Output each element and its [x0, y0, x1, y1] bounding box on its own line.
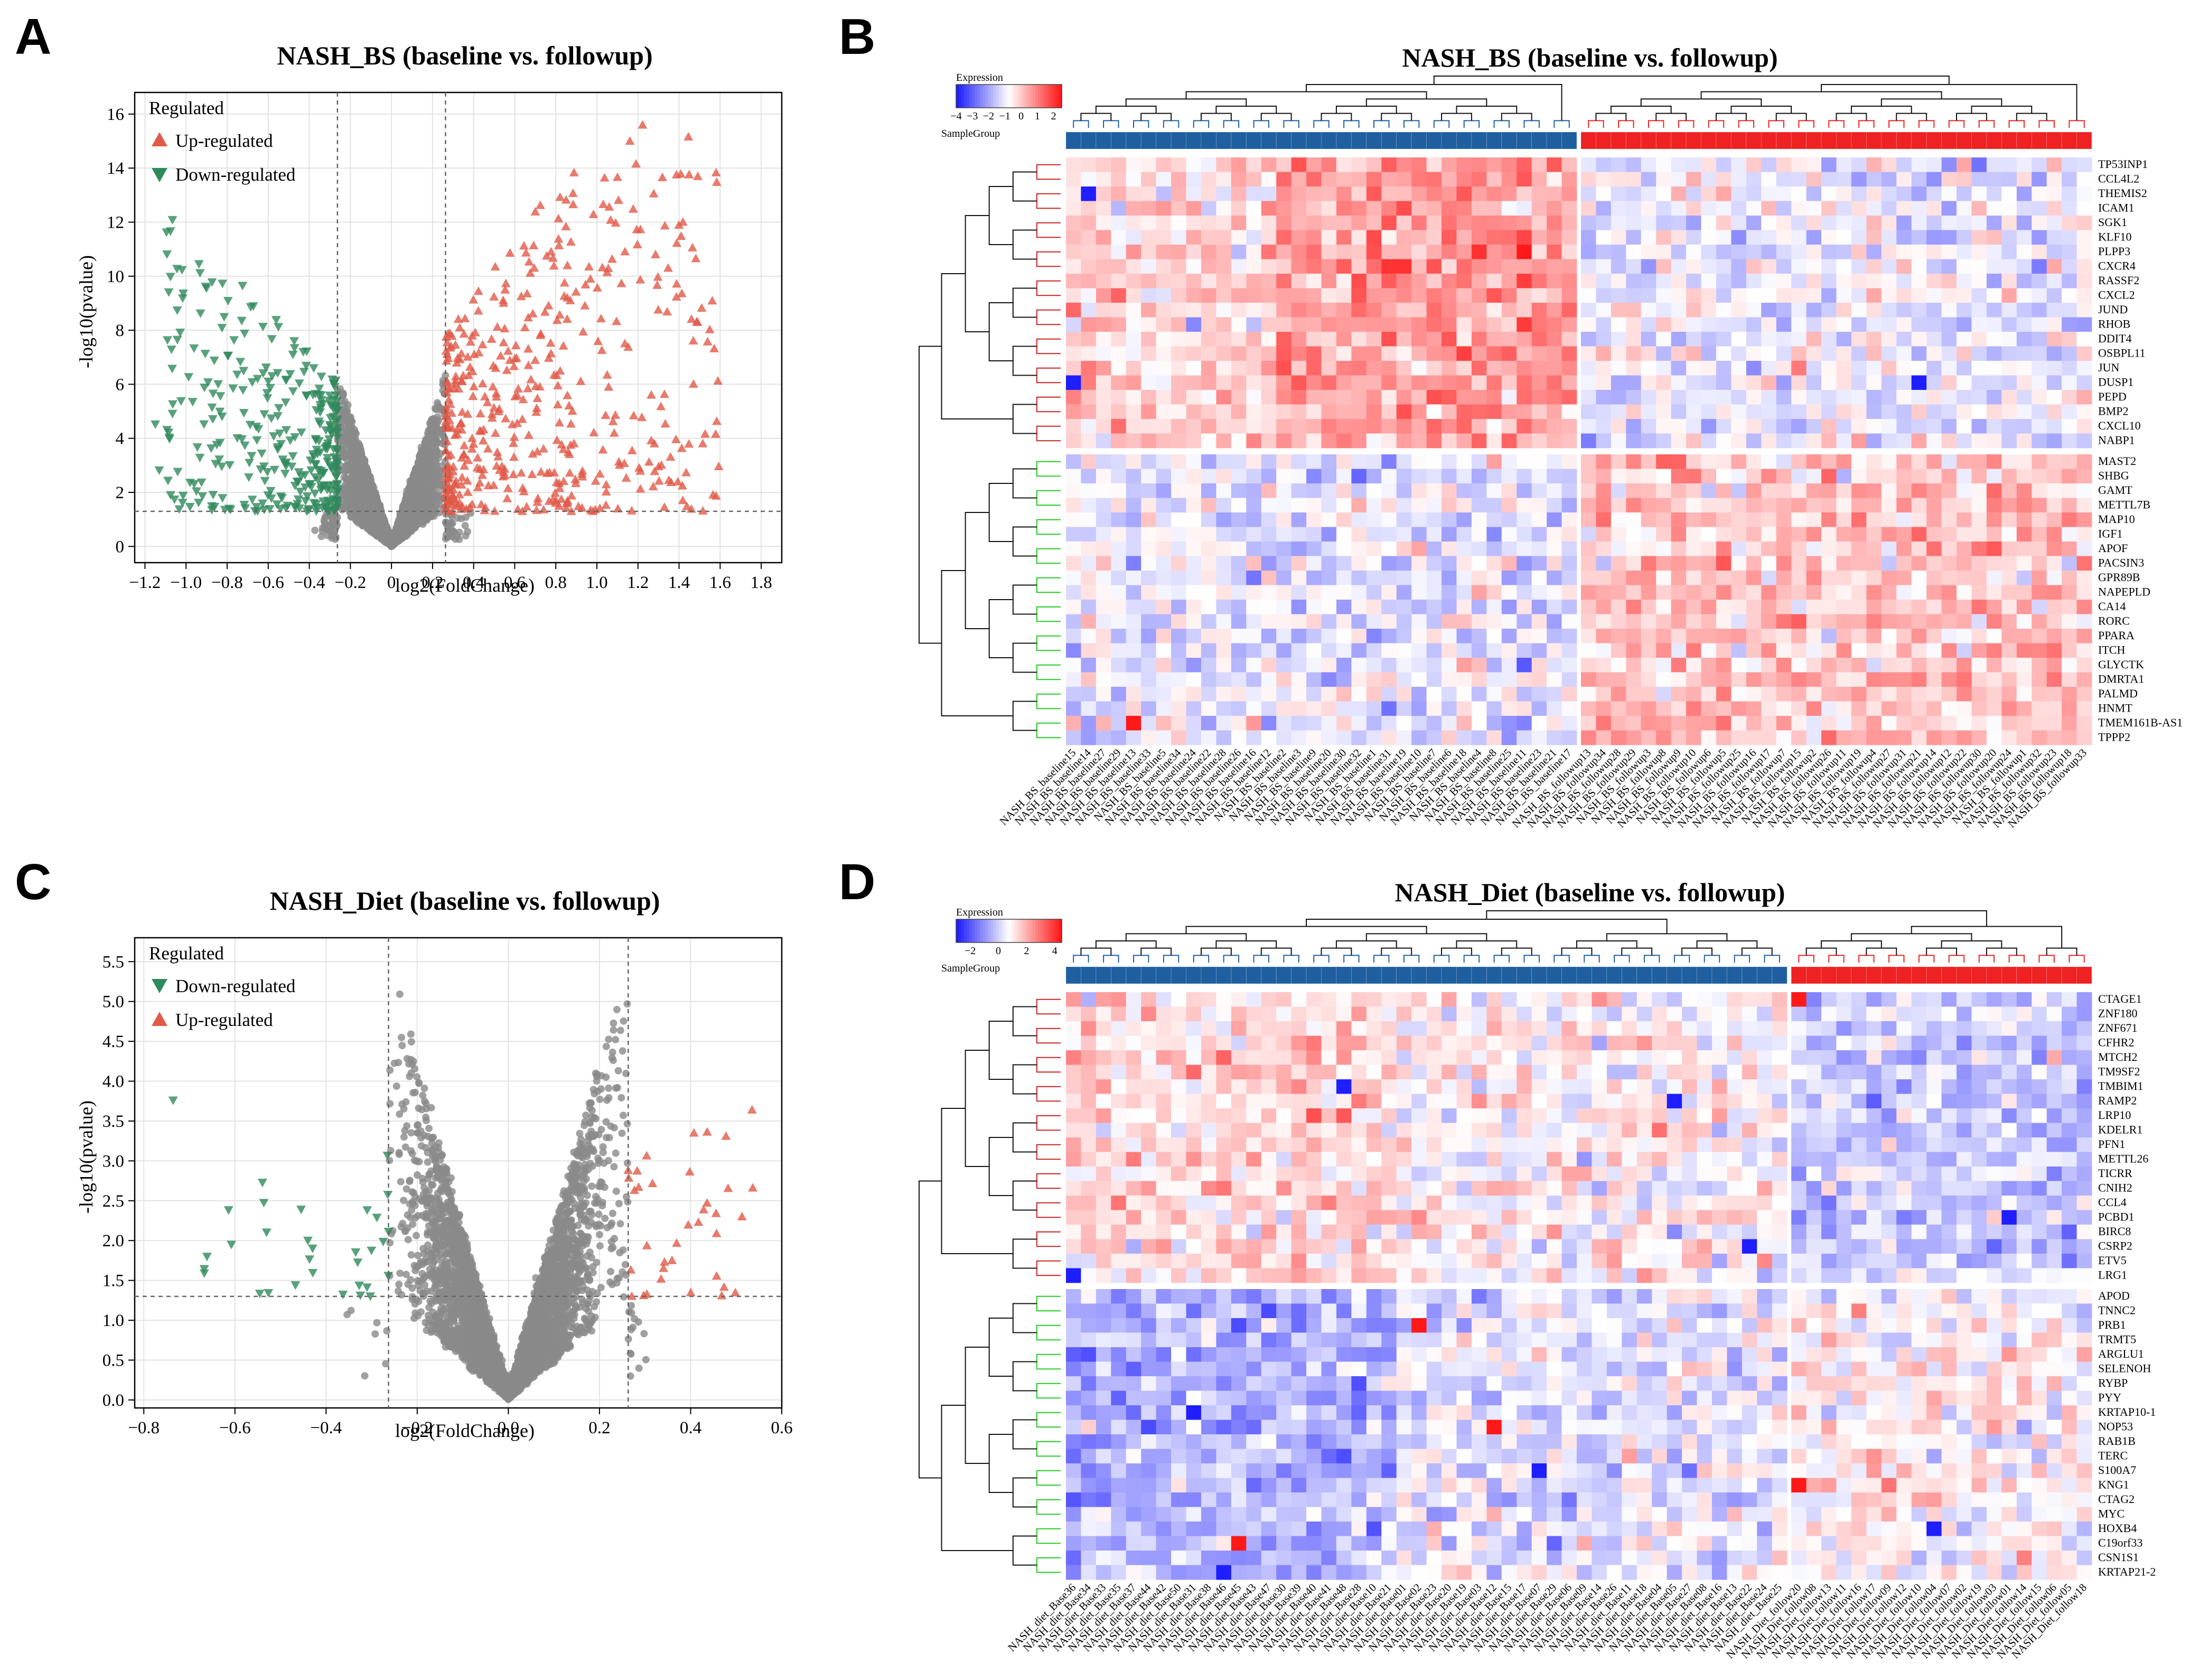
point-not-significant: [462, 514, 470, 521]
point-not-significant: [325, 527, 332, 534]
point-not-significant: [455, 536, 463, 543]
point-not-significant: [341, 398, 349, 405]
point-not-significant: [446, 530, 454, 537]
point-not-significant: [417, 518, 424, 526]
point-not-significant: [434, 402, 442, 409]
point-not-significant: [352, 429, 359, 436]
point-not-significant: [425, 503, 433, 511]
point-not-significant: [321, 517, 328, 524]
point-not-significant: [462, 532, 470, 539]
point-not-significant: [311, 527, 319, 534]
panel-label-b: B: [839, 12, 875, 62]
panel-label-d: D: [839, 857, 875, 908]
point-not-significant: [447, 519, 455, 526]
point-not-significant: [430, 457, 438, 464]
